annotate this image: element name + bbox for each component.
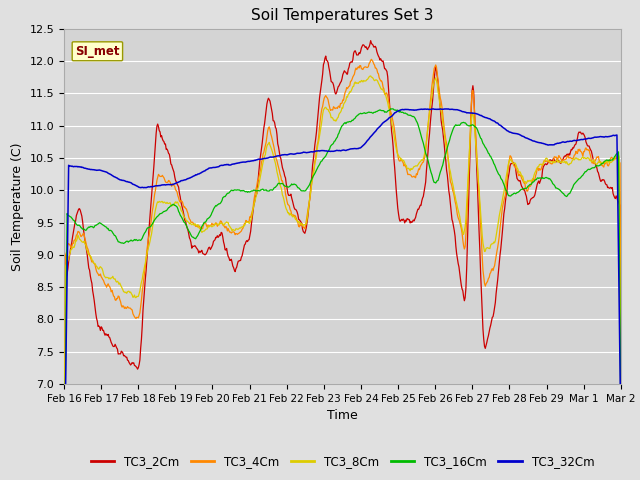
Title: Soil Temperatures Set 3: Soil Temperatures Set 3: [251, 9, 434, 24]
Text: SI_met: SI_met: [75, 45, 120, 58]
X-axis label: Time: Time: [327, 409, 358, 422]
Y-axis label: Soil Temperature (C): Soil Temperature (C): [11, 142, 24, 271]
Legend: TC3_2Cm, TC3_4Cm, TC3_8Cm, TC3_16Cm, TC3_32Cm: TC3_2Cm, TC3_4Cm, TC3_8Cm, TC3_16Cm, TC3…: [86, 450, 599, 473]
